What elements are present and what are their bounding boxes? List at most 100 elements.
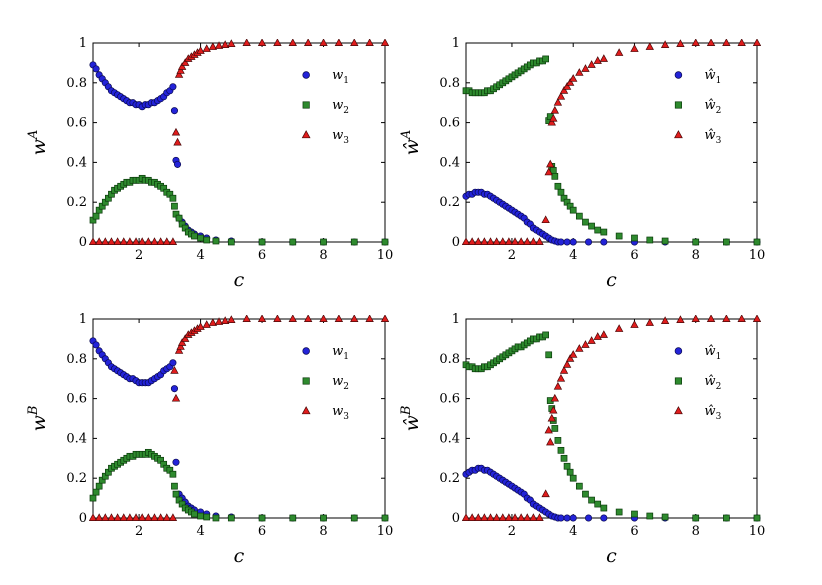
data-point-series-3 [599, 330, 609, 338]
data-point-series-3 [168, 237, 178, 245]
data-point-series-3 [365, 39, 374, 46]
data-point-series-3 [214, 41, 224, 49]
data-point-series-1 [170, 385, 179, 393]
x-axis-label: c [234, 545, 245, 567]
data-point-series-1 [169, 83, 177, 91]
y-tick-label: 0.2 [66, 195, 87, 210]
data-point-series-1 [169, 359, 177, 367]
y-tick-label: 0.8 [439, 352, 460, 367]
y-tick-label: 0 [452, 235, 460, 250]
data-point-series-2 [566, 468, 574, 476]
data-point-series-3 [101, 237, 110, 245]
data-point-series-2 [615, 508, 623, 516]
data-point-series-3 [565, 354, 575, 362]
y-tick-label: 1 [452, 36, 460, 51]
data-point-series-3 [162, 237, 171, 245]
legend-marker-3 [674, 130, 683, 139]
markers [462, 315, 761, 522]
data-point-series-2 [723, 514, 730, 522]
data-point-series-2 [600, 504, 608, 512]
data-point-series-2 [350, 514, 358, 522]
data-point-series-3 [257, 315, 267, 322]
data-point-series-3 [752, 315, 761, 322]
legend-marker-3 [301, 406, 311, 415]
y-tick-label: 0 [452, 511, 460, 526]
plot-frame [465, 318, 758, 519]
data-point-series-3 [107, 513, 116, 521]
data-point-series-3 [549, 113, 558, 122]
y-tick-label: 0.6 [439, 116, 460, 131]
data-point-series-2 [197, 512, 204, 520]
data-point-series-3 [645, 42, 654, 50]
panel-bottom-left: 2 4 6 8 10 0 0.2 0.4 0.6 0.8 1 c wB w1 w2 w3 [26, 312, 393, 567]
data-point-series-3 [630, 44, 639, 52]
data-point-series-3 [660, 316, 670, 324]
data-point-series-3 [137, 237, 147, 245]
data-point-series-3 [691, 315, 700, 322]
data-point-series-3 [303, 39, 313, 46]
data-point-series-2 [594, 500, 602, 508]
data-point-series-3 [553, 97, 563, 106]
data-point-series-3 [156, 513, 165, 521]
data-point-series-2 [320, 238, 327, 246]
legend: w1 w2 w3 [301, 68, 349, 146]
x-tick-label: 6 [258, 248, 266, 263]
y-tick-label: 0 [79, 511, 87, 526]
y-tick-label: 0.6 [439, 392, 460, 407]
data-point-series-1 [170, 107, 179, 115]
data-point-series-2 [551, 425, 559, 432]
panel-top-right: 2 4 6 8 10 0 0.2 0.4 0.6 0.8 1 c ŵA ŵ1 ŵ2 ŵ3 [399, 36, 765, 291]
data-point-series-3 [174, 70, 184, 78]
data-point-series-3 [510, 237, 520, 245]
data-point-series-3 [556, 91, 566, 100]
data-point-series-3 [676, 315, 685, 323]
data-point-series-1 [172, 458, 180, 466]
data-point-series-3 [131, 237, 141, 245]
data-point-series-3 [593, 56, 602, 64]
x-tick-label: 2 [135, 248, 143, 263]
data-point-series-3 [553, 381, 563, 390]
data-point-series-3 [676, 39, 685, 47]
data-point-series-2 [203, 513, 211, 521]
data-point-series-3 [498, 513, 507, 521]
legend-marker-2 [674, 377, 682, 385]
y-tick-label: 1 [452, 312, 460, 327]
y-axis-label: ŵB [399, 406, 423, 432]
data-point-series-2 [582, 490, 589, 498]
y-tick-label: 0.4 [439, 431, 460, 446]
data-point-series-3 [119, 513, 128, 521]
data-point-series-3 [529, 513, 538, 521]
data-point-series-3 [660, 40, 670, 48]
data-point-series-3 [107, 237, 116, 245]
data-point-series-1 [569, 238, 577, 246]
data-point-series-2 [646, 236, 654, 244]
x-tick-label: 4 [196, 248, 204, 263]
markers [462, 39, 761, 246]
x-axis-label: c [234, 269, 245, 291]
data-point-series-2 [169, 470, 177, 478]
data-point-series-3 [486, 237, 495, 245]
legend-label-3: ŵ3 [704, 404, 721, 422]
data-point-series-3 [196, 322, 205, 330]
legend-label-1: ŵ1 [704, 344, 721, 362]
data-point-series-2 [569, 474, 577, 482]
y-tick-label: 0.6 [66, 116, 87, 131]
legend-label-3: w3 [332, 404, 349, 422]
data-point-series-3 [492, 237, 501, 245]
legend-marker-2 [674, 101, 682, 109]
y-axis-label: wA [26, 130, 50, 156]
legend: w1 w2 w3 [301, 344, 349, 422]
data-point-series-3 [752, 39, 761, 46]
y-tick-label: 0.4 [66, 431, 87, 446]
data-point-series-3 [504, 237, 514, 245]
data-point-series-3 [541, 215, 550, 224]
data-point-series-3 [137, 513, 147, 521]
data-point-series-3 [486, 513, 495, 521]
legend-label-2: ŵ2 [704, 374, 721, 392]
x-tick-label: 8 [319, 524, 327, 539]
panel-top-left: 2 4 6 8 10 0 0.2 0.4 0.6 0.8 1 c wA w1 w2 w3 [26, 36, 393, 291]
data-point-series-3 [176, 342, 185, 350]
data-point-series-2 [89, 494, 97, 502]
data-point-series-2 [575, 212, 583, 220]
data-point-series-2 [289, 238, 297, 246]
